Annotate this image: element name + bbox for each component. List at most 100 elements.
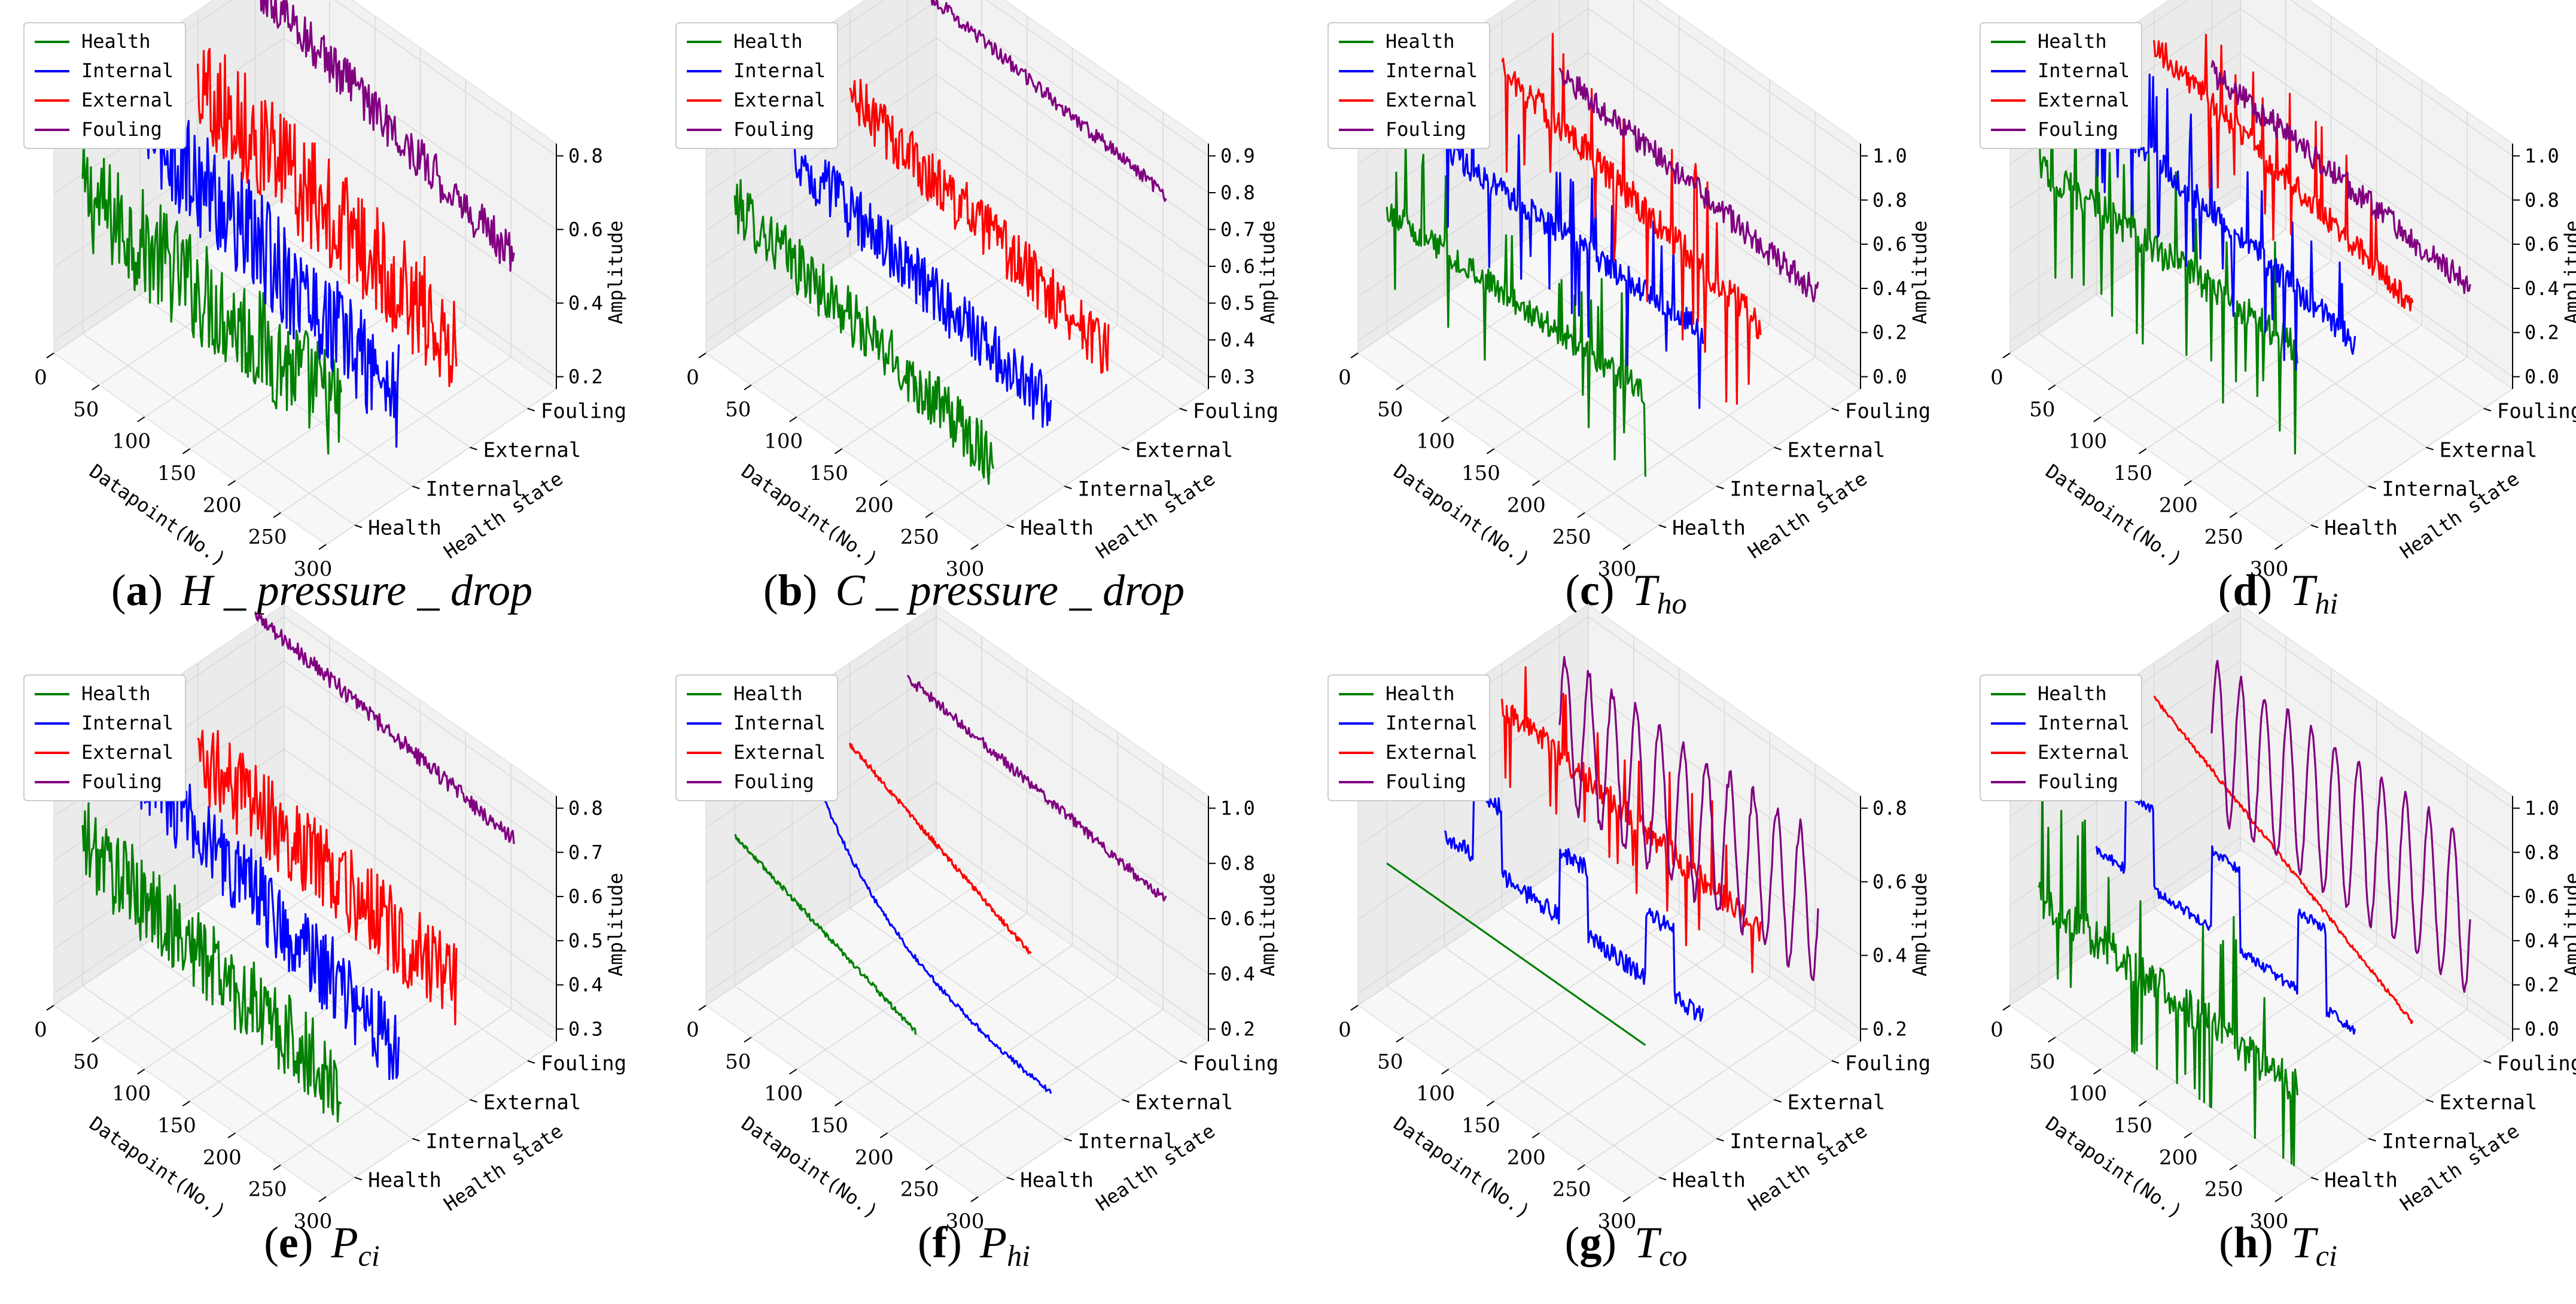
caption-title: C _ pressure _ drop — [835, 566, 1185, 615]
y-tick-label: Fouling — [2497, 400, 2576, 424]
gridline — [2282, 388, 2513, 545]
y-tick-label: Health — [2324, 1169, 2398, 1193]
caption-d: (d) Thi — [1956, 566, 2576, 637]
caption-label: (e) — [264, 1218, 313, 1267]
gridline — [2009, 837, 2241, 994]
gridline — [936, 837, 1209, 1030]
caption-title: H _ pressure _ drop — [181, 566, 533, 615]
x-tick-label: 150 — [809, 1114, 848, 1138]
y-tick — [1064, 485, 1072, 490]
x-tick — [182, 1101, 191, 1107]
legend-label: Internal — [1386, 712, 1478, 734]
z-tick-label: 0.6 — [1872, 871, 1907, 893]
x-tick — [273, 1164, 281, 1171]
x-tick — [2184, 480, 2192, 487]
x-tick-label: 300 — [294, 557, 333, 581]
gridline — [986, 0, 1209, 157]
x-tick — [1441, 416, 1450, 422]
y-tick-label: External — [2440, 439, 2538, 463]
caption-a: (a) H _ pressure _ drop — [0, 566, 644, 637]
gridline — [99, 881, 330, 1038]
legend-label: Fouling — [2038, 118, 2118, 141]
y-tick — [2483, 408, 2492, 412]
x-tick-label: 100 — [112, 430, 151, 454]
y-tick-label: Fouling — [1845, 400, 1931, 424]
x-tick-label: 250 — [2204, 525, 2243, 549]
x-tick-label: 250 — [1552, 1178, 1591, 1202]
legend-label: External — [733, 741, 826, 764]
gridline — [849, 907, 1123, 1101]
x-tick-label: 100 — [764, 1082, 803, 1106]
legend-label: Health — [733, 30, 803, 53]
caption-label: (g) — [1564, 1218, 1616, 1267]
x-tick — [182, 448, 191, 454]
x-tick-label: 300 — [946, 557, 985, 581]
z-axis-label: Amplitude — [604, 873, 627, 976]
y-tick-label: Fouling — [1845, 1052, 1931, 1076]
legend: Health Internal External Fouling — [1980, 22, 2142, 149]
x-tick-label: 250 — [900, 525, 939, 549]
caption-label: (c) — [1565, 566, 1615, 615]
x-tick-label: 250 — [248, 525, 287, 549]
z-tick-label: 0.5 — [568, 929, 603, 952]
y-tick-label: Health — [368, 516, 441, 540]
z-tick-label: 0.8 — [1872, 189, 1907, 211]
legend-label: Fouling — [733, 118, 814, 141]
caption-label: (a) — [111, 566, 163, 615]
gridline — [1386, 985, 1660, 1178]
z-tick-label: 0.2 — [2525, 974, 2559, 996]
gridline — [705, 148, 937, 305]
legend-label: Health — [2038, 682, 2107, 705]
x-tick-label: 300 — [2250, 1209, 2289, 1233]
caption-g: (g) Tco — [1304, 1218, 1948, 1290]
z-tick-label: 0.2 — [568, 366, 603, 388]
gridline — [2100, 913, 2332, 1070]
gridline — [53, 793, 285, 950]
legend-label: External — [81, 741, 173, 764]
y-tick — [1831, 408, 1840, 412]
y-tick — [1122, 1099, 1129, 1103]
z-axis-label: Amplitude — [2560, 220, 2576, 324]
z-tick-label: 0.6 — [568, 218, 603, 241]
legend-label: Internal — [733, 59, 826, 82]
z-tick-label: 0.4 — [1872, 277, 1907, 300]
legend-label: External — [1386, 741, 1478, 764]
z-axis-label: Amplitude — [2560, 873, 2576, 976]
legend-label: External — [1386, 89, 1478, 111]
panel-h: 0 50 100 150 200 250 300 Datapoint(No.) Health In… — [1956, 603, 2576, 1304]
gridline — [705, 184, 937, 342]
y-tick-label: Fouling — [541, 400, 626, 424]
gridline — [936, 74, 1209, 267]
panel-a: 0 50 100 150 200 250 300 Datapoint(No.) Health In… — [0, 0, 644, 652]
gridline — [284, 616, 557, 809]
z-tick-label: 1.0 — [2525, 145, 2559, 168]
x-tick-label: 50 — [1377, 397, 1403, 421]
series-line-external — [1501, 666, 1762, 974]
series-line-external — [197, 729, 458, 1026]
gridline — [842, 945, 1073, 1102]
gridline — [1494, 945, 1725, 1102]
gridline — [2009, 793, 2241, 950]
caption-e: (e) Pci — [0, 1218, 644, 1290]
x-tick — [789, 1068, 797, 1075]
legend-label: Fouling — [733, 770, 814, 793]
z-tick-label: 0.8 — [568, 145, 603, 168]
y-tick — [1179, 408, 1187, 412]
x-tick — [46, 1005, 54, 1011]
y-tick-label: Internal — [2382, 478, 2480, 501]
gridline — [936, 727, 1209, 919]
x-tick — [318, 544, 327, 550]
y-tick — [1064, 1138, 1072, 1142]
z-tick-label: 0.6 — [568, 885, 603, 908]
z-tick-label: 0.4 — [568, 292, 603, 315]
gridline — [1584, 1009, 1816, 1166]
gridline — [1630, 388, 1861, 545]
y-tick-label: Fouling — [541, 1052, 626, 1076]
x-tick-label: 200 — [855, 1145, 894, 1169]
series-line-health — [2038, 771, 2298, 1166]
x-tick-label: 50 — [725, 397, 751, 421]
gridline — [82, 333, 355, 526]
z-tick-label: 0.3 — [1220, 366, 1255, 388]
